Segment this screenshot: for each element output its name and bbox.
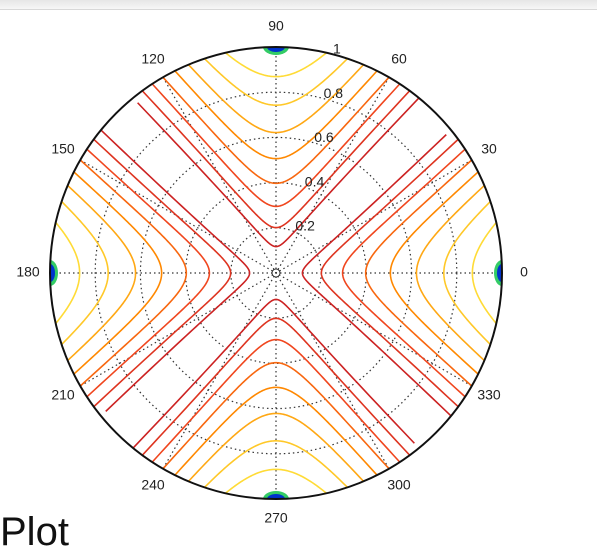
contour-level-5-lobe-2	[60, 178, 137, 366]
contour-level-7-lobe-3	[216, 468, 334, 499]
contour-level-0-lobe-3	[130, 298, 415, 452]
contour-level-1-lobe-3	[136, 317, 411, 462]
contour-level-4-lobe-3	[169, 386, 381, 482]
angle-label-0: 0	[520, 264, 528, 280]
contour-level-7-lobe-1	[218, 47, 336, 78]
plot-caption: Plot	[0, 510, 69, 554]
contour-level-2-lobe-0	[341, 143, 471, 400]
contour-level-1-lobe-0	[320, 138, 465, 413]
contour-level-7-lobe-0	[471, 215, 502, 333]
contour-level-4-lobe-1	[171, 64, 383, 160]
grid-spoke-150	[79, 159, 473, 387]
plot-outline	[49, 46, 503, 500]
contour-level-3-lobe-2	[74, 156, 188, 392]
angle-label-270: 270	[264, 510, 288, 526]
contour-level-7-lobe-2	[50, 213, 81, 331]
angle-label-60: 60	[391, 51, 407, 67]
angle-label-30: 30	[481, 141, 497, 157]
angle-label-90: 90	[268, 18, 284, 34]
contour-level-8-lobe-3	[248, 498, 305, 499]
peak-glow-270	[263, 491, 289, 499]
radial-label-1: 0.4	[305, 173, 325, 189]
contour-level-1-lobe-1	[141, 84, 416, 229]
contour-level-6-lobe-0	[443, 194, 498, 351]
peak-glow-90	[263, 47, 289, 55]
peak-glow-180	[50, 260, 58, 286]
contour-peaks	[50, 47, 502, 499]
contour-level-0-lobe-2	[97, 127, 251, 412]
contour-level-3-lobe-1	[157, 71, 393, 185]
top-border	[0, 0, 597, 10]
contour-level-6-lobe-3	[198, 440, 355, 495]
contour-level-2-lobe-1	[146, 78, 403, 208]
peak-0	[497, 264, 502, 282]
angle-label-300: 300	[387, 477, 411, 493]
angle-label-150: 150	[51, 141, 75, 157]
peak-180	[50, 264, 55, 282]
contour-level-6-lobe-2	[54, 195, 109, 352]
angle-label-120: 120	[141, 51, 165, 67]
grid-origin	[271, 268, 281, 278]
radial-label-4: 1	[333, 41, 341, 57]
contour-level-4-lobe-0	[389, 168, 485, 380]
contour-level-5-lobe-3	[181, 412, 369, 489]
contour-level-4-lobe-2	[67, 166, 163, 378]
radial-label-2: 0.6	[314, 129, 334, 145]
peak-90	[267, 47, 285, 52]
contour-level-3-lobe-0	[364, 154, 478, 390]
angle-label-240: 240	[141, 477, 165, 493]
contour-level-6-lobe-1	[197, 51, 354, 106]
contour-level-2-lobe-2	[81, 146, 211, 403]
peak-270	[267, 494, 285, 499]
contour-level-1-lobe-2	[87, 133, 232, 408]
contour-level-5-lobe-0	[415, 180, 492, 368]
radial-label-0: 0.2	[295, 218, 315, 234]
contour-level-8-lobe-1	[247, 47, 304, 48]
contour-level-5-lobe-1	[183, 57, 371, 134]
contour-level-0-lobe-0	[301, 134, 455, 419]
contour-level-3-lobe-3	[159, 361, 395, 475]
contour-level-8-lobe-0	[501, 244, 502, 301]
polar-labels: 0 30 60 90 120 150 180 210 240 270 300 330 0.2 0.4 0.6…	[16, 18, 528, 526]
angle-label-210: 210	[51, 387, 75, 403]
contour-level-0-lobe-1	[137, 94, 422, 248]
contour-lines	[50, 47, 502, 499]
angle-label-330: 330	[477, 387, 501, 403]
peak-glow-0	[494, 260, 502, 286]
contour-level-8-lobe-2	[50, 245, 51, 302]
radial-label-3: 0.8	[324, 85, 344, 101]
contour-level-2-lobe-3	[149, 338, 406, 468]
angle-label-180: 180	[16, 264, 40, 280]
